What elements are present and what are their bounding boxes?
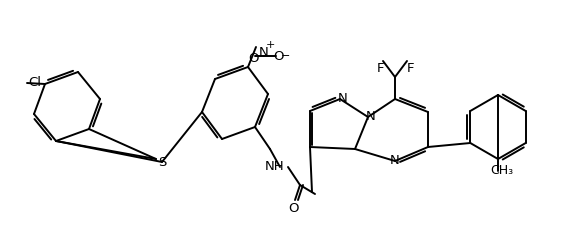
Text: N: N bbox=[366, 110, 376, 123]
Text: Cl: Cl bbox=[28, 76, 42, 89]
Text: N: N bbox=[390, 154, 400, 167]
Text: +: + bbox=[265, 40, 275, 50]
Text: N: N bbox=[338, 92, 348, 105]
Text: F: F bbox=[406, 61, 414, 74]
Text: NH: NH bbox=[265, 159, 285, 172]
Text: F: F bbox=[376, 61, 384, 74]
Text: S: S bbox=[158, 156, 166, 169]
Text: O: O bbox=[273, 50, 283, 63]
Text: −: − bbox=[282, 51, 291, 61]
Text: O: O bbox=[288, 202, 298, 215]
Text: N: N bbox=[259, 45, 269, 58]
Text: O: O bbox=[248, 51, 258, 64]
Text: CH₃: CH₃ bbox=[490, 164, 514, 177]
